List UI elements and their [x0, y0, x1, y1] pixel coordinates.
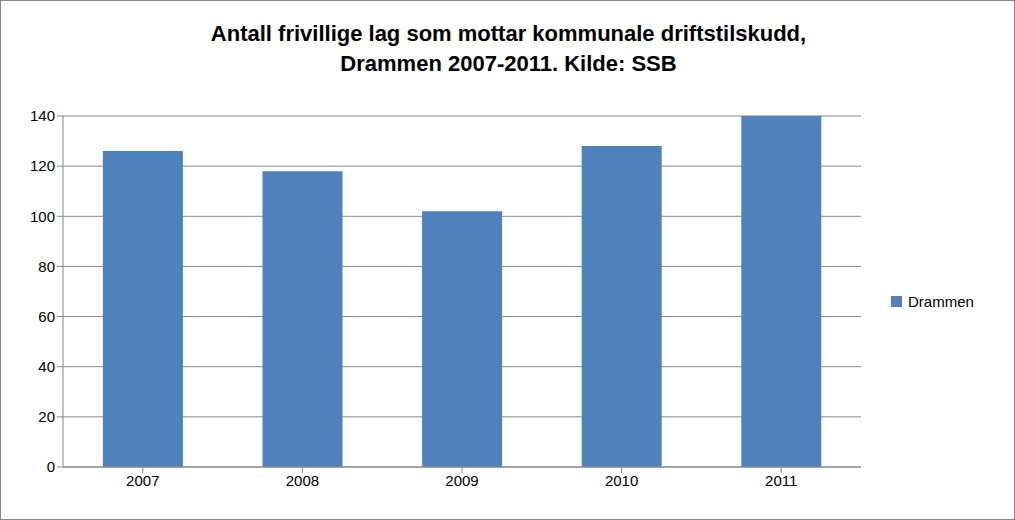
svg-text:100: 100	[30, 208, 55, 225]
svg-text:40: 40	[38, 358, 55, 375]
svg-text:2008: 2008	[286, 472, 319, 489]
svg-text:60: 60	[38, 308, 55, 325]
svg-text:2010: 2010	[605, 472, 638, 489]
html-text:Drammen: Drammen	[908, 293, 974, 310]
svg-text:80: 80	[38, 258, 55, 275]
svg-text:120: 120	[30, 157, 55, 174]
svg-text:2011: 2011	[765, 472, 797, 489]
svg-text:20: 20	[38, 408, 55, 425]
svg-text:0: 0	[47, 458, 55, 475]
svg-text:2007: 2007	[126, 472, 159, 489]
svg-text:2009: 2009	[445, 472, 478, 489]
html-text:Antall frivillige lag som mott: Antall frivillige lag som mottar kommuna…	[210, 21, 807, 76]
svg-text:140: 140	[30, 107, 55, 124]
